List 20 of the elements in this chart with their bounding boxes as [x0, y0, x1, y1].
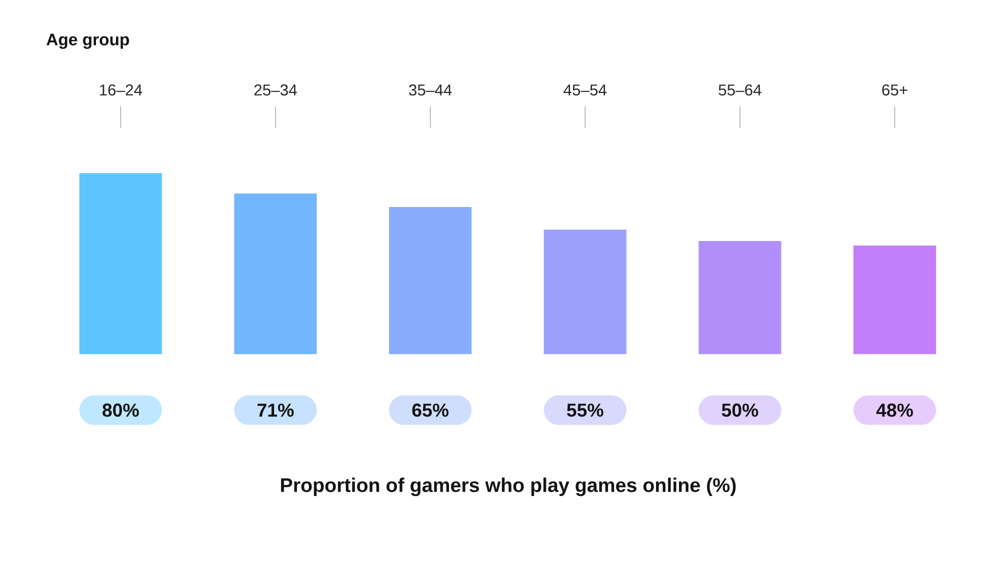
x-axis-title: Age group	[46, 34, 130, 49]
x-tick-label: 65+	[882, 84, 908, 96]
bar	[388, 206, 472, 354]
data-label: 65%	[412, 403, 448, 417]
bar	[79, 172, 162, 354]
bar	[234, 193, 317, 354]
x-tick-label: 35–44	[409, 84, 452, 96]
x-tick-label: 16–24	[100, 84, 142, 96]
x-tick-label: 55–64	[718, 84, 762, 96]
data-label: 50%	[722, 403, 758, 417]
x-tick-label: 45–54	[564, 84, 607, 96]
data-label: 55%	[566, 403, 604, 417]
bar	[544, 229, 626, 354]
data-label: 48%	[876, 403, 913, 417]
x-tick-label: 25–34	[254, 84, 297, 96]
data-label: 71%	[258, 403, 294, 416]
text: Proportion of gamers who play games online (%)	[281, 477, 736, 496]
data-label: 80%	[102, 403, 139, 417]
bar	[853, 245, 936, 354]
bar	[698, 240, 782, 354]
